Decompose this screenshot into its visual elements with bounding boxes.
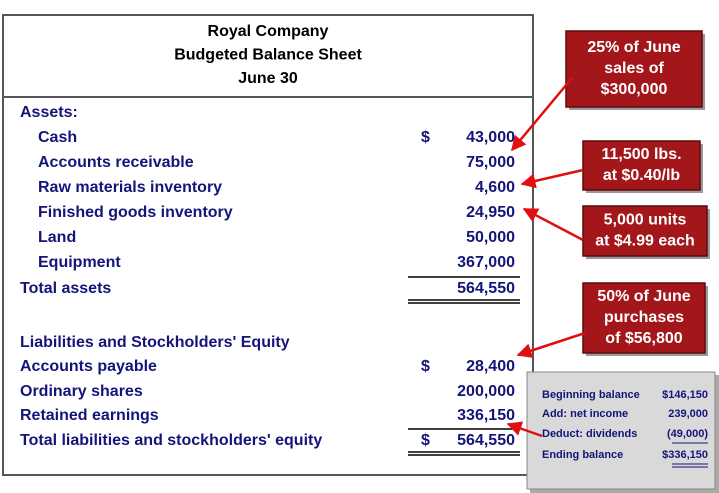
row-label: Cash — [38, 129, 77, 146]
currency: $ — [421, 432, 430, 449]
title-line: Royal Company — [208, 23, 329, 40]
row-label: Raw materials inventory — [38, 179, 222, 196]
arrow — [520, 168, 584, 189]
detail-label: Beginning balance — [542, 389, 640, 401]
callout-text: 25% of June — [587, 39, 680, 56]
detail-label: Deduct: dividends — [542, 428, 637, 440]
callout-box — [565, 30, 703, 108]
total-amount: 564,550 — [457, 432, 515, 449]
row-amount: 75,000 — [466, 154, 515, 171]
callout-text: 50% of June — [597, 288, 690, 305]
row-amount: 4,600 — [475, 179, 515, 196]
total-amount: 564,550 — [457, 280, 515, 297]
detail-label: Add: net income — [542, 408, 628, 420]
callout-text: at $0.40/lb — [603, 167, 681, 184]
total-label: Total assets — [20, 280, 111, 297]
title-line: Budgeted Balance Sheet — [174, 47, 362, 64]
row-label: Accounts receivable — [38, 154, 194, 171]
callout-text: at $4.99 each — [595, 233, 695, 250]
detail-amount: 239,000 — [668, 408, 708, 420]
row-amount: 50,000 — [466, 229, 515, 246]
callout-box — [582, 282, 706, 354]
arrow — [516, 331, 586, 358]
callout-text: of $56,800 — [605, 330, 682, 347]
detail-amount: $146,150 — [662, 389, 708, 401]
arrow — [506, 421, 543, 438]
currency: $ — [421, 129, 430, 146]
detail-amount: $336,150 — [662, 449, 708, 461]
detail-amount: (49,000) — [667, 428, 708, 440]
callout-text: sales of — [604, 60, 664, 77]
callout-box — [582, 140, 701, 191]
row-amount: 200,000 — [457, 383, 515, 400]
section-heading: Liabilities and Stockholders' Equity — [20, 334, 290, 351]
callout-text: $300,000 — [601, 81, 668, 98]
row-amount: 367,000 — [457, 254, 515, 271]
row-label: Accounts payable — [20, 358, 157, 375]
total-label: Total liabilities and stockholders' equi… — [20, 432, 322, 449]
row-amount: 43,000 — [466, 129, 515, 146]
callout-text: purchases — [604, 309, 684, 326]
callout-text: 5,000 units — [604, 212, 687, 229]
callout-box — [582, 205, 708, 257]
currency: $ — [421, 358, 430, 375]
detail-label: Ending balance — [542, 449, 623, 461]
row-amount: 336,150 — [457, 407, 515, 424]
sheet-border — [2, 14, 534, 476]
title-line: June 30 — [238, 70, 298, 87]
row-amount: 28,400 — [466, 358, 515, 375]
detail-box — [526, 371, 716, 490]
row-label: Equipment — [38, 254, 121, 271]
row-label: Retained earnings — [20, 407, 159, 424]
row-label: Finished goods inventory — [38, 204, 233, 221]
row-label: Land — [38, 229, 76, 246]
section-heading: Assets: — [20, 104, 78, 121]
arrow — [522, 207, 584, 242]
callout-text: 11,500 lbs. — [601, 146, 681, 163]
row-amount: 24,950 — [466, 204, 515, 221]
row-label: Ordinary shares — [20, 383, 143, 400]
arrow — [511, 77, 573, 152]
